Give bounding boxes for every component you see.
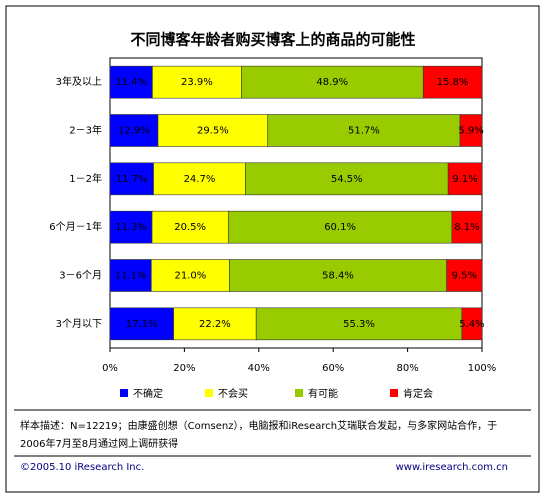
y-tick-label: 2－3年 [69, 124, 102, 137]
x-tick-label: 80% [396, 363, 418, 374]
value-label: 12.9% [118, 126, 150, 137]
legend-swatch [205, 389, 213, 397]
x-tick-label: 100% [468, 363, 497, 374]
x-tick-label: 40% [248, 363, 270, 374]
value-label: 5.9% [458, 126, 483, 137]
y-tick-label: 6个月－1年 [49, 220, 102, 233]
value-label: 17.1% [126, 319, 158, 330]
value-label: 48.9% [316, 77, 348, 88]
legend-label: 有可能 [308, 387, 338, 400]
value-label: 9.5% [452, 271, 477, 282]
x-tick-label: 20% [173, 363, 195, 374]
value-label: 11.7% [116, 174, 148, 185]
value-label: 55.3% [343, 319, 375, 330]
value-label: 9.1% [452, 174, 477, 185]
value-label: 60.1% [324, 222, 356, 233]
bar-segment [109, 65, 153, 99]
legend-swatch [295, 389, 303, 397]
bar-segment [451, 210, 483, 244]
plot-area [109, 57, 483, 349]
value-label: 5.4% [459, 319, 484, 330]
bar-segment [151, 210, 229, 244]
legend-label: 不确定 [133, 387, 163, 400]
value-label: 8.1% [454, 222, 479, 233]
note: 样本描述：N=12219；由康盛创想（Comsenz），电脑报和iResearc… [20, 421, 498, 450]
bar-segment [446, 259, 483, 292]
value-label: 15.8% [437, 77, 469, 88]
chart-title: 不同博客年龄者购买博客上的商品的可能性 [130, 31, 415, 49]
legend-swatch [390, 389, 398, 397]
y-tick-label: 3年及以上 [56, 75, 102, 88]
value-label: 29.5% [197, 126, 229, 137]
bar-segment [109, 114, 159, 147]
bar-segment [109, 259, 152, 292]
bar-segment [229, 259, 447, 292]
value-label: 21.0% [174, 271, 206, 282]
x-tick-label: 60% [322, 363, 344, 374]
bar-segment [422, 65, 483, 99]
frame [5, 5, 540, 493]
copyright: ©2005.10 iResearch Inc. [20, 462, 145, 473]
bar-segment [227, 210, 453, 244]
legend-swatch [120, 389, 128, 397]
bar-segment [267, 114, 461, 147]
bar-segment [157, 114, 269, 147]
bar-segment [109, 162, 154, 196]
bar-segment [150, 259, 230, 292]
value-label: 20.5% [174, 222, 206, 233]
value-label: 51.7% [348, 126, 380, 137]
legend-label: 不会买 [218, 387, 248, 400]
y-tick-label: 3个月以下 [56, 318, 102, 330]
value-label: 11.3% [115, 222, 147, 233]
value-label: 11.4% [115, 77, 147, 88]
value-label: 23.9% [181, 77, 213, 88]
bar-segment [109, 210, 153, 244]
website: www.iresearch.com.cn [395, 462, 508, 473]
value-label: 54.5% [331, 174, 363, 185]
bar-segment [153, 162, 246, 196]
value-label: 22.2% [199, 319, 231, 330]
y-tick-label: 3－6个月 [59, 270, 102, 282]
bar-segment [173, 307, 257, 341]
x-tick-label: 0% [102, 363, 118, 374]
bar-segment [109, 307, 174, 341]
value-label: 11.1% [115, 271, 147, 282]
bar-segment [447, 162, 483, 196]
bar-segment [461, 307, 483, 341]
y-tick-label: 1－2年 [69, 172, 102, 185]
bar-segment [459, 114, 483, 147]
value-label: 24.7% [184, 174, 216, 185]
value-label: 58.4% [322, 271, 354, 282]
legend-label: 肯定会 [403, 387, 433, 400]
bar-segment [152, 65, 242, 99]
